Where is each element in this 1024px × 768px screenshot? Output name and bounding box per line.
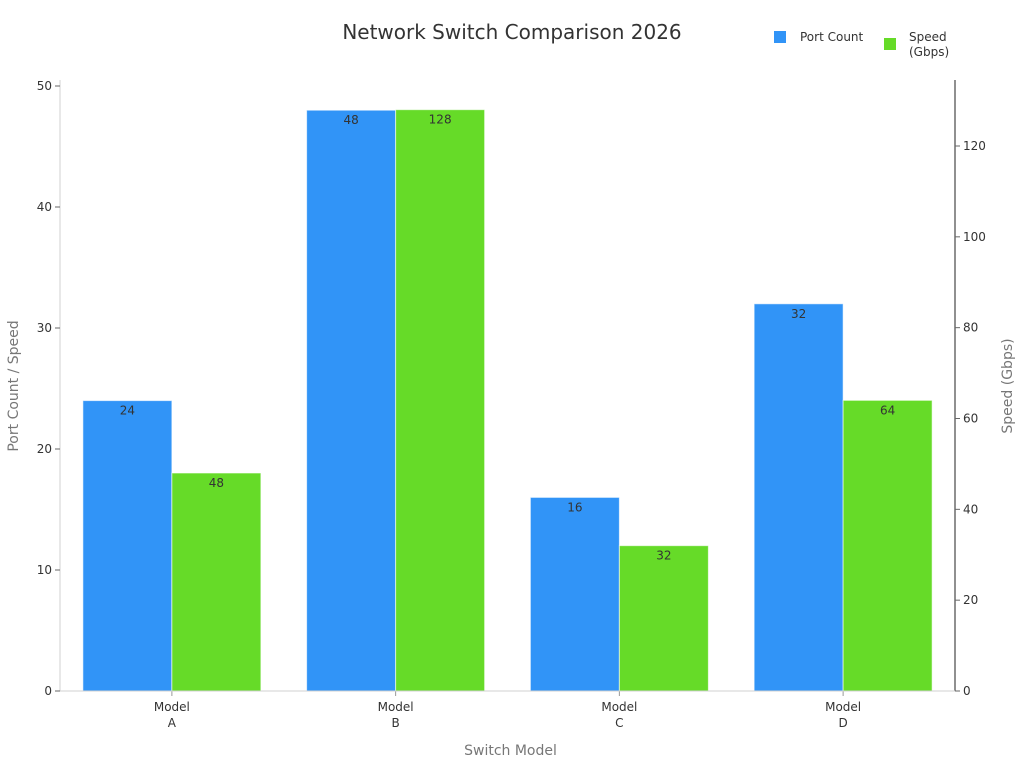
x-tick-label-line1: Model (825, 700, 861, 714)
bars-layer: 24 48 48 128 16 32 32 64 (82, 109, 933, 692)
y-tick-label-right: 80 (963, 321, 978, 335)
data-label-speed-model-a: 48 (209, 476, 224, 490)
y-tick-label-left: 30 (37, 321, 52, 335)
x-tick-label-line2: A (168, 716, 177, 730)
data-label-port-count-model-d: 32 (791, 307, 806, 321)
bar-port-count-model-a (82, 400, 173, 692)
chart-title: Network Switch Comparison 2026 (342, 20, 682, 44)
legend-label-port-count: Port Count (800, 30, 864, 44)
x-tick-label-line1: Model (378, 700, 414, 714)
bar-port-count-model-b (306, 109, 397, 692)
y-tick-label-right: 20 (963, 593, 978, 607)
y-tick-label-right: 60 (963, 412, 978, 426)
data-label-port-count-model-c: 16 (567, 500, 582, 514)
data-label-speed-model-c: 32 (656, 549, 671, 563)
y-tick-label-right: 100 (963, 230, 986, 244)
bar-port-count-model-c (529, 496, 620, 692)
legend-label-speed-line2: (Gbps) (909, 45, 950, 59)
data-label-port-count-model-b: 48 (343, 113, 358, 127)
y-tick-label-left: 20 (37, 442, 52, 456)
x-tick-label-line1: Model (601, 700, 637, 714)
y-tick-label-left: 40 (37, 200, 52, 214)
data-label-speed-model-d: 64 (880, 403, 895, 417)
y-tick-label-left: 10 (37, 563, 52, 577)
y-tick-label-right: 0 (963, 684, 971, 698)
y-tick-label-right: 40 (963, 502, 978, 516)
y-axis-title-right: Speed (Gbps) (1000, 338, 1016, 433)
y-axis-title-left: Port Count / Speed (6, 320, 22, 451)
y-tick-label-right: 120 (963, 139, 986, 153)
x-tick-label-line2: C (615, 716, 623, 730)
bar-speed-model-b (395, 109, 486, 692)
legend-label-speed-line1: Speed (909, 30, 947, 44)
bar-speed-model-d (842, 399, 933, 692)
bar-speed-model-c (618, 545, 709, 692)
x-axis-title: Switch Model (464, 743, 557, 759)
data-label-speed-model-b: 128 (429, 113, 452, 127)
x-tick-label-line2: D (839, 716, 848, 730)
legend-swatch-speed (884, 38, 896, 50)
bar-speed-model-a (171, 472, 262, 692)
legend-swatch-port-count (774, 31, 786, 43)
x-tick-label-line1: Model (154, 700, 190, 714)
x-tick-label-line2: B (392, 716, 400, 730)
axes-layer: Model A Model B Model C Model D 0 10 20 30 40 50 0 20 40… (6, 79, 1016, 759)
y-tick-label-left: 50 (37, 79, 52, 93)
bar-port-count-model-d (753, 303, 844, 692)
y-tick-label-left: 0 (44, 684, 52, 698)
data-label-port-count-model-a: 24 (120, 404, 135, 418)
